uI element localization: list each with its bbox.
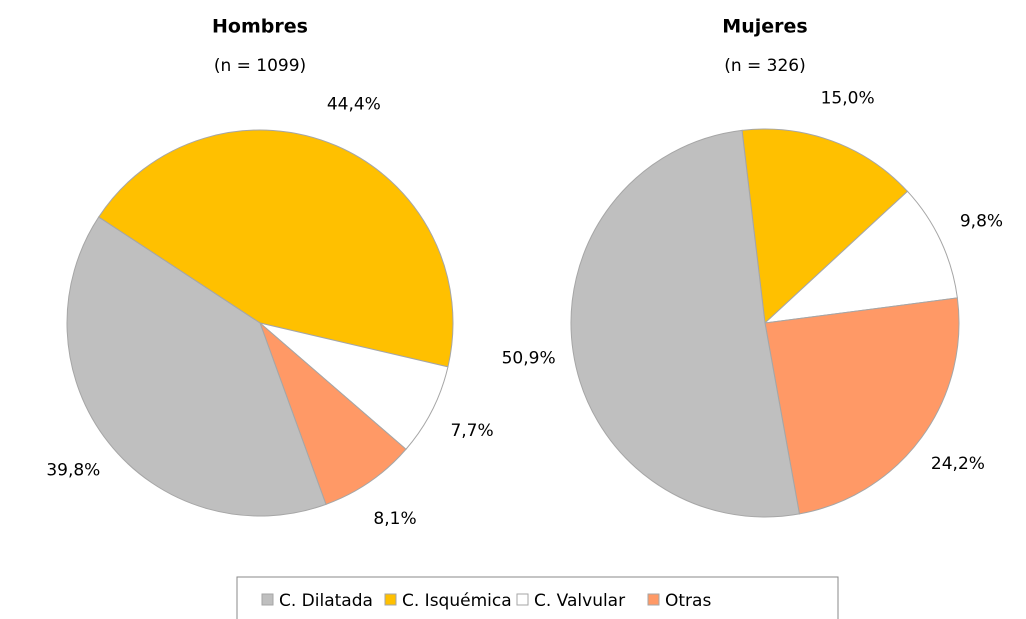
pie-slice — [764, 297, 960, 515]
pie-slice — [97, 129, 454, 368]
data-label: 24,2% — [931, 454, 985, 474]
legend-label: C. Dilatada — [279, 591, 373, 611]
chart-subtitle: (n = 1099) — [214, 56, 306, 76]
pie-slice — [259, 322, 449, 450]
chart-subtitle: (n = 326) — [724, 56, 806, 76]
data-label: 15,0% — [821, 89, 875, 109]
legend-swatch — [647, 593, 660, 606]
chart-title: Hombres — [212, 16, 308, 38]
data-label: 50,9% — [502, 348, 556, 368]
data-label: 39,8% — [46, 461, 100, 481]
legend-swatch — [516, 593, 529, 606]
pie-slice — [258, 321, 407, 506]
legend-label: Otras — [665, 591, 711, 611]
legend-swatch — [384, 593, 397, 606]
legend-label: C. Valvular — [534, 591, 625, 611]
pie-slice — [763, 190, 958, 324]
data-label: 9,8% — [960, 212, 1003, 232]
legend-label: C. Isquémica — [402, 591, 512, 611]
data-label: 44,4% — [327, 94, 381, 114]
data-label: 7,7% — [450, 421, 493, 441]
data-label: 8,1% — [373, 509, 416, 529]
chart-title: Mujeres — [722, 16, 807, 38]
pie-slice — [741, 128, 909, 325]
pie-slice — [66, 216, 327, 517]
legend-swatch — [261, 593, 274, 606]
legend-box — [236, 576, 839, 619]
pie-slice — [570, 129, 801, 518]
